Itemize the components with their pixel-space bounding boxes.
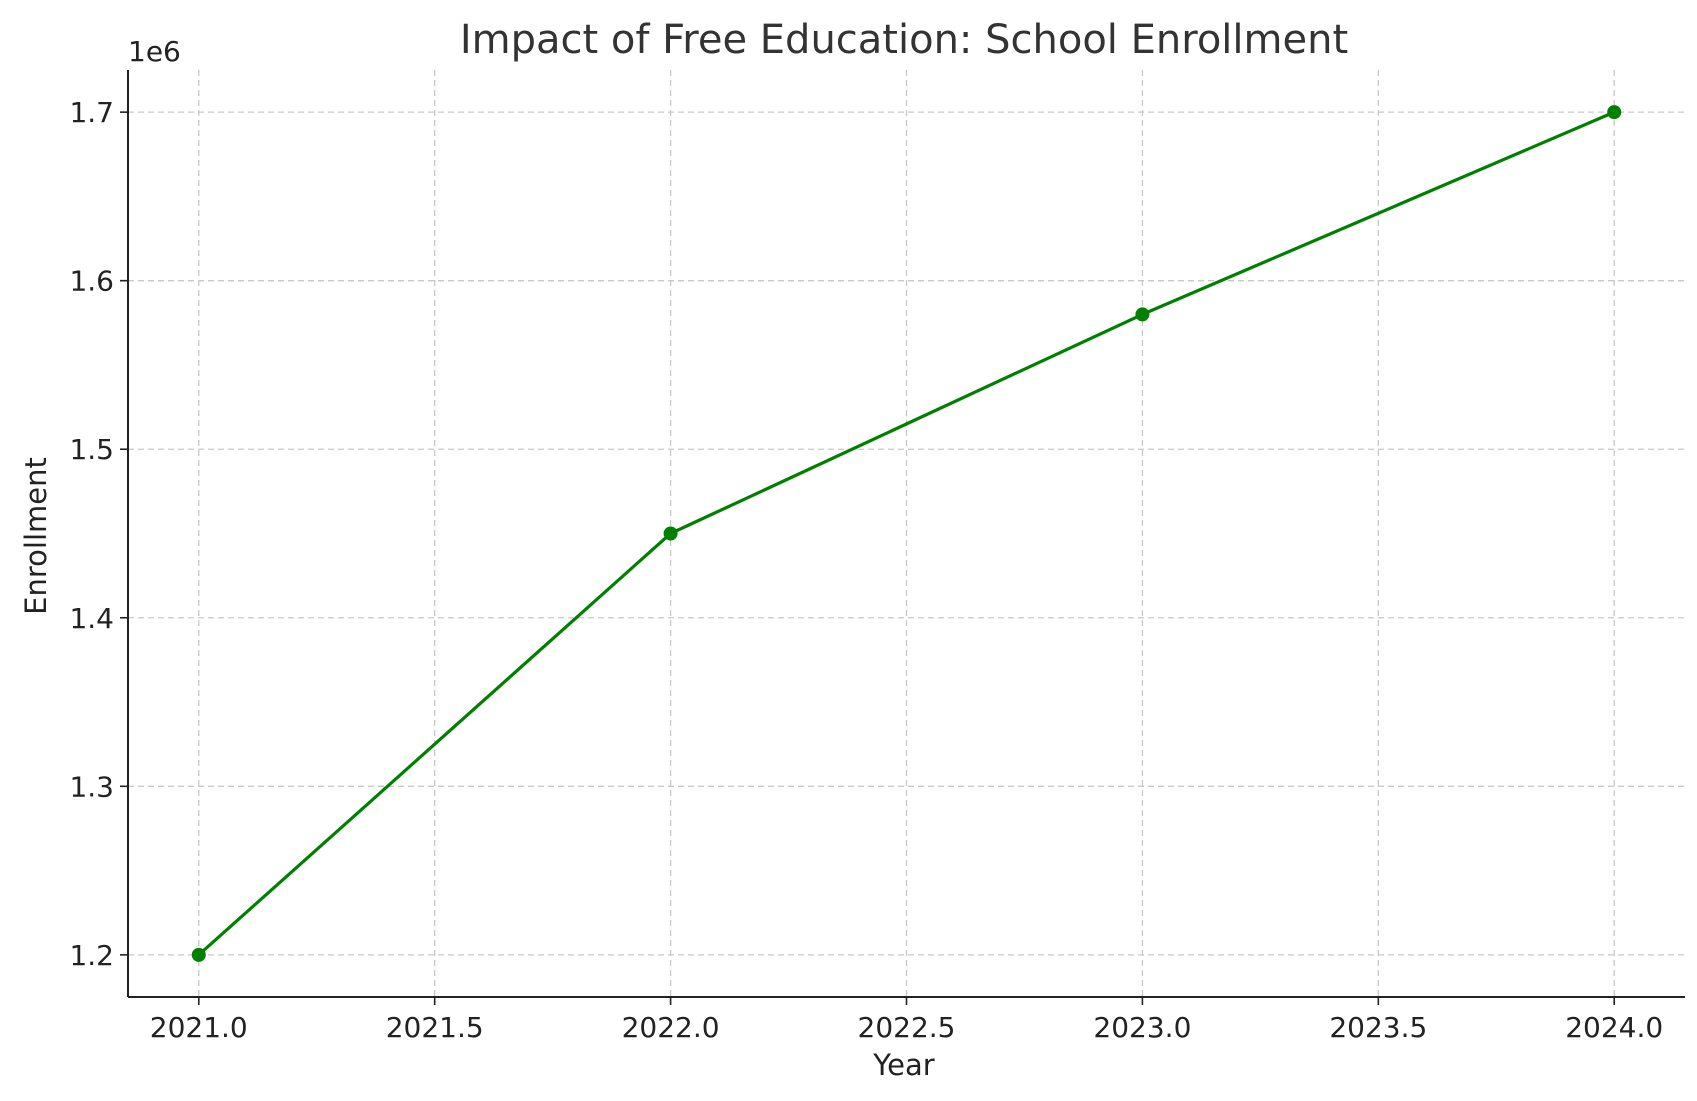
y-tick-label-4: 1.6 (69, 265, 114, 298)
x-axis: 2021.0 2021.5 2022.0 2022.5 2023.0 2023.5 2024… (150, 997, 1663, 1044)
series-group (191, 105, 1622, 962)
x-tick-label-5: 2023.5 (1329, 1011, 1427, 1044)
x-tick-label-3: 2022.5 (858, 1011, 956, 1044)
y-tick-label-2: 1.4 (69, 602, 114, 635)
data-point-2 (1135, 307, 1150, 322)
data-point-0 (191, 947, 206, 962)
y-tick-label-0: 1.2 (69, 939, 114, 972)
y-axis-label: Enrollment (19, 457, 53, 615)
y-axis: 1.2 1.3 1.4 1.5 1.6 1.7 (69, 96, 128, 972)
y-tick-label-1: 1.3 (69, 770, 114, 803)
data-point-1 (663, 526, 678, 541)
y-offset-label: 1e6 (128, 35, 181, 68)
x-tick-label-6: 2024.0 (1565, 1011, 1663, 1044)
x-tick-label-2: 2022.0 (622, 1011, 720, 1044)
chart-title: Impact of Free Education: School Enrollm… (460, 17, 1348, 63)
x-tick-label-4: 2023.0 (1093, 1011, 1191, 1044)
data-point-3 (1607, 105, 1622, 120)
grid (128, 70, 1685, 997)
x-axis-label: Year (872, 1048, 934, 1082)
x-tick-label-1: 2021.5 (386, 1011, 484, 1044)
y-tick-label-5: 1.7 (69, 96, 114, 129)
x-tick-label-0: 2021.0 (150, 1011, 248, 1044)
y-tick-label-3: 1.5 (69, 433, 114, 466)
series-line-0 (197, 110, 1615, 957)
